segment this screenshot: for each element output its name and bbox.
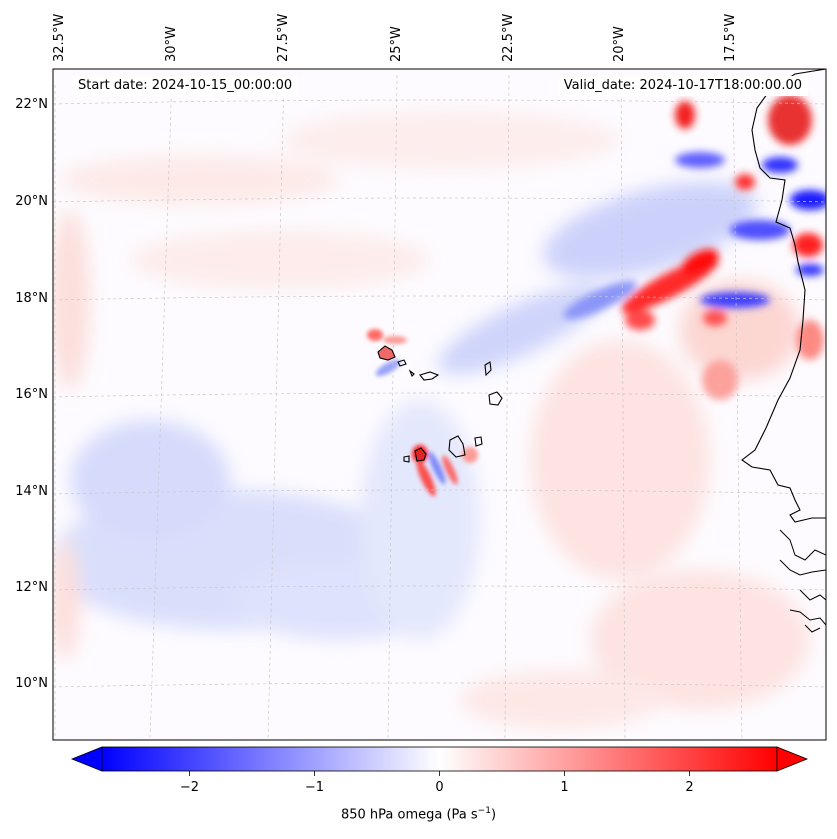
lat-tick-16n: 16°N	[15, 387, 48, 402]
lon-tick-27-5w: 27.5°W	[276, 13, 291, 62]
colorbar-label-end: )	[490, 807, 497, 823]
valid-date-label: Valid_date: 2024-10-17T18:00:00.00	[557, 76, 808, 96]
colorbar-tick-label: −2	[179, 780, 200, 795]
lon-tick-22-5w: 22.5°W	[501, 13, 516, 62]
africa-coastline	[741, 69, 826, 523]
lat-tick-22n: 22°N	[15, 97, 48, 112]
lon-tick-32-5w: 32.5°W	[52, 13, 67, 62]
colorbar-ticks	[189, 771, 690, 776]
lat-tick-10n: 10°N	[15, 676, 48, 691]
colorbar-label-exponent: −1	[477, 806, 491, 816]
lat-tick-12n: 12°N	[15, 580, 48, 595]
cape-verde-islands	[377, 345, 503, 463]
omega-field	[53, 69, 826, 740]
lon-tick-20w: 20°W	[612, 26, 627, 62]
lat-tick-18n: 18°N	[15, 291, 48, 306]
colorbar-label-main: 850 hPa omega (Pa s	[340, 807, 478, 823]
lat-tick-20n: 20°N	[15, 194, 48, 209]
colorbar-tick-label: 1	[560, 780, 569, 795]
colorbar-label: 850 hPa omega (Pa s−1)	[0, 806, 837, 822]
graticule	[53, 74, 826, 740]
start-date-label: Start date: 2024-10-15_00:00:00	[72, 76, 299, 96]
colorbar-tick-label: 2	[685, 780, 694, 795]
colorbar-tick-label: 0	[435, 780, 444, 795]
lon-tick-30w: 30°W	[164, 26, 179, 62]
map-frame	[52, 68, 827, 741]
colorbar	[70, 746, 809, 772]
lon-tick-17-5w: 17.5°W	[723, 13, 738, 62]
colorbar-tick-label: −1	[304, 780, 325, 795]
lon-tick-25w: 25°W	[389, 26, 404, 62]
lat-tick-14n: 14°N	[15, 484, 48, 499]
